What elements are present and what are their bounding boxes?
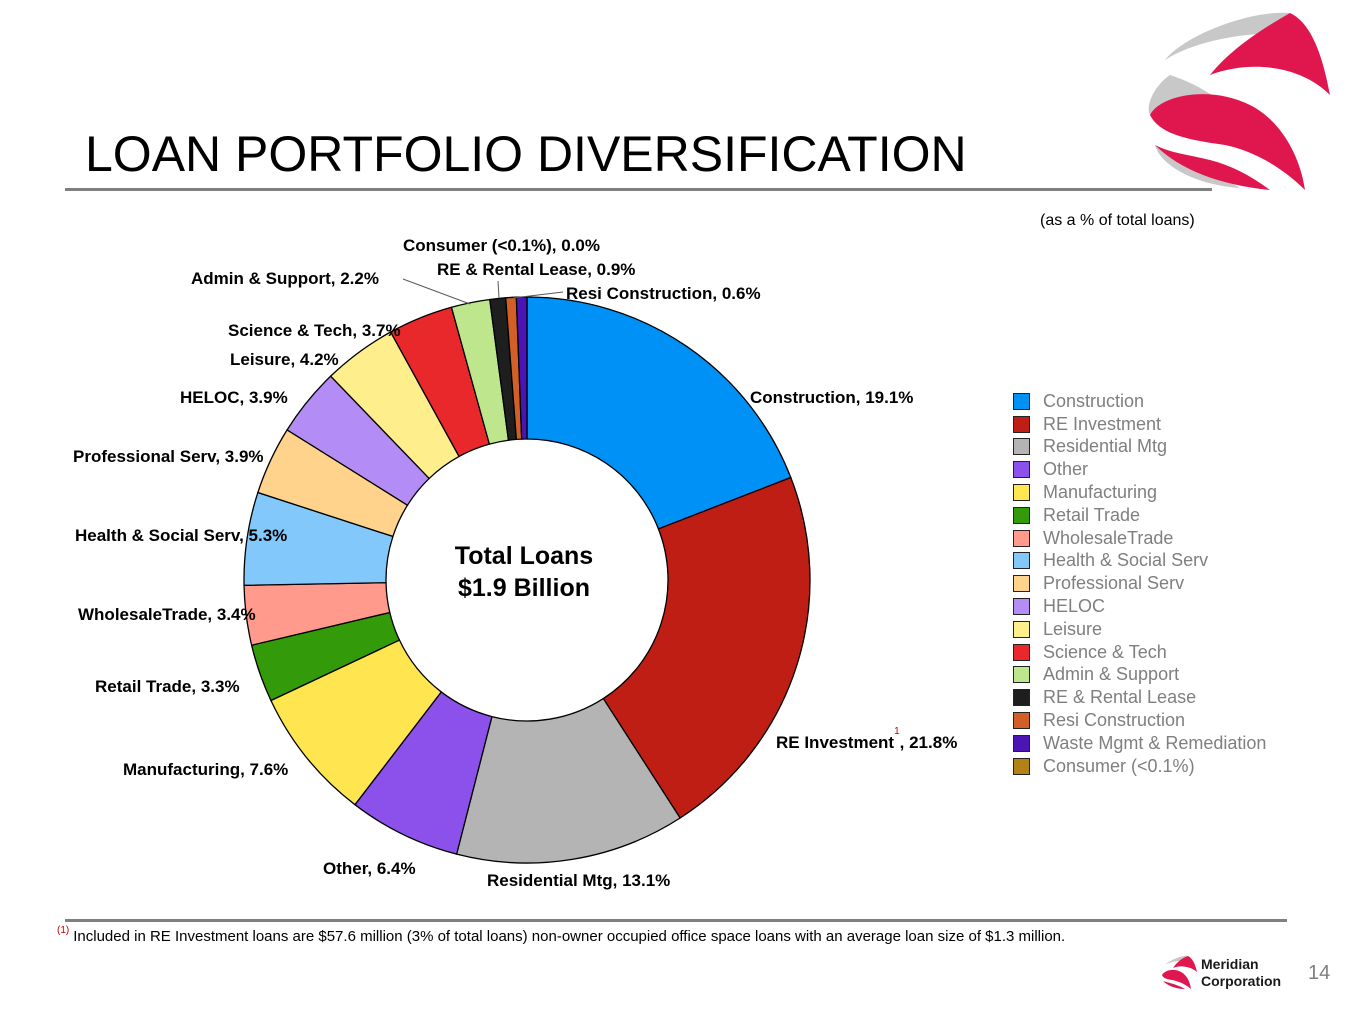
title-divider <box>65 188 1212 191</box>
legend-label: RE & Rental Lease <box>1043 687 1197 708</box>
data-label-heloc: HELOC, 3.9% <box>180 388 288 407</box>
meridian-logo <box>1148 12 1330 190</box>
legend-label: Professional Serv <box>1043 573 1185 594</box>
legend-item-wholesaletrade: WholesaleTrade <box>1013 527 1266 550</box>
legend-item-residential-mtg: Residential Mtg <box>1013 436 1266 459</box>
legend-label: Resi Construction <box>1043 710 1186 731</box>
data-label-re-investment: RE Investment1, 21.8% <box>776 726 957 752</box>
legend-swatch <box>1013 506 1030 524</box>
legend-label: WholesaleTrade <box>1043 527 1174 548</box>
data-label-construction: Construction, 19.1% <box>750 388 913 407</box>
corp-name-line1: Meridian <box>1201 956 1259 972</box>
legend-label: Manufacturing <box>1043 482 1158 503</box>
legend-label: HELOC <box>1043 596 1106 617</box>
data-label-residential-mtg: Residential Mtg, 13.1% <box>487 871 670 890</box>
legend-label: Waste Mgmt & Remediation <box>1043 732 1267 753</box>
legend-label: Consumer (<0.1%) <box>1043 755 1195 776</box>
data-label-wholesaletrade: WholesaleTrade, 3.4% <box>78 605 256 624</box>
page-number: 14 <box>1308 962 1331 984</box>
legend-item-retail-trade: Retail Trade <box>1013 504 1266 527</box>
legend-swatch <box>1013 666 1030 684</box>
legend-item-other: Other <box>1013 458 1266 481</box>
legend-item-resi-construction: Resi Construction <box>1013 709 1266 732</box>
legend-item-leisure: Leisure <box>1013 618 1266 641</box>
corporation-name: Meridian Corporation <box>1201 956 1311 990</box>
legend-swatch <box>1013 484 1030 502</box>
leader-line-re-rental-lease <box>497 280 500 299</box>
legend-item-manufacturing: Manufacturing <box>1013 481 1266 504</box>
legend-label: Science & Tech <box>1043 641 1167 662</box>
legend-label: Other <box>1043 459 1089 480</box>
footer-divider <box>65 919 1287 922</box>
legend-swatch <box>1013 461 1030 479</box>
legend-swatch <box>1013 620 1030 638</box>
legend-item-waste-mgmt-remediation: Waste Mgmt & Remediation <box>1013 732 1266 755</box>
legend-item-health-social-serv: Health & Social Serv <box>1013 550 1266 573</box>
legend-item-professional-serv: Professional Serv <box>1013 572 1266 595</box>
data-label-science-tech: Science & Tech, 3.7% <box>228 321 401 340</box>
slice-construction <box>526 296 792 530</box>
center-label-line1: Total Loans <box>455 542 593 570</box>
meridian-logo-small <box>1162 955 1197 989</box>
legend-label: RE Investment <box>1043 413 1162 434</box>
legend-swatch <box>1013 552 1030 570</box>
data-label-admin-support: Admin & Support, 2.2% <box>191 269 379 288</box>
legend-item-admin-support: Admin & Support <box>1013 664 1266 687</box>
loan-portfolio-donut-chart: Construction, 19.1% RE Investment1, 21.8%… <box>73 236 957 890</box>
leader-line-resi-construction <box>512 291 564 299</box>
data-label-re-rental-lease: RE & Rental Lease, 0.9% <box>437 260 635 279</box>
legend-swatch <box>1013 689 1030 707</box>
legend-item-science-tech: Science & Tech <box>1013 641 1266 664</box>
footnote-marker: (1) <box>57 925 70 936</box>
legend-swatch <box>1013 438 1030 456</box>
leader-line-admin-support <box>402 278 471 305</box>
data-label-leisure: Leisure, 4.2% <box>230 350 339 369</box>
data-label-resi-construction: Resi Construction, 0.6% <box>566 284 761 303</box>
legend-label: Admin & Support <box>1043 664 1180 685</box>
legend-label: Retail Trade <box>1043 504 1141 525</box>
data-label-manufacturing: Manufacturing, 7.6% <box>123 760 288 779</box>
legend-label: Leisure <box>1043 618 1103 639</box>
legend-item-consumer-0-1: Consumer (<0.1%) <box>1013 755 1266 778</box>
page-title: LOAN PORTFOLIO DIVERSIFICATION <box>85 126 967 182</box>
legend-item-construction: Construction <box>1013 390 1266 413</box>
data-label-consumer-0-1: Consumer (<0.1%), 0.0% <box>403 236 600 255</box>
legend-swatch <box>1013 598 1030 616</box>
slice-re-investment <box>602 476 811 819</box>
data-label-other: Other, 6.4% <box>323 859 416 878</box>
corp-name-line2: Corporation <box>1201 973 1282 989</box>
legend-label: Construction <box>1043 390 1145 411</box>
legend-swatch <box>1013 712 1030 730</box>
chart-subtitle: (as a % of total loans) <box>1040 212 1195 229</box>
legend-swatch <box>1013 757 1030 775</box>
legend-swatch <box>1013 734 1030 752</box>
legend-swatch <box>1013 392 1030 410</box>
legend-item-re-rental-lease: RE & Rental Lease <box>1013 686 1266 709</box>
legend-swatch <box>1013 575 1030 593</box>
data-label-retail-trade: Retail Trade, 3.3% <box>95 677 240 696</box>
slice-residential-mtg <box>455 697 682 864</box>
data-label-professional-serv: Professional Serv, 3.9% <box>73 447 264 466</box>
center-label-line2: $1.9 Billion <box>458 574 590 602</box>
legend-swatch <box>1013 643 1030 661</box>
footnote-text: Included in RE Investment loans are $57.… <box>73 928 1066 945</box>
legend-swatch <box>1013 415 1030 433</box>
footnote: (1) Included in RE Investment loans are $… <box>57 925 1066 945</box>
chart-legend: Construction RE Investment Residential Mtg… <box>1013 390 1266 778</box>
data-label-health-social-serv: Health & Social Serv, 5.3% <box>75 526 287 545</box>
legend-swatch <box>1013 529 1030 547</box>
legend-label: Health & Social Serv <box>1043 550 1209 571</box>
legend-item-re-investment: RE Investment <box>1013 413 1266 436</box>
legend-item-heloc: HELOC <box>1013 595 1266 618</box>
legend-label: Residential Mtg <box>1043 436 1168 457</box>
